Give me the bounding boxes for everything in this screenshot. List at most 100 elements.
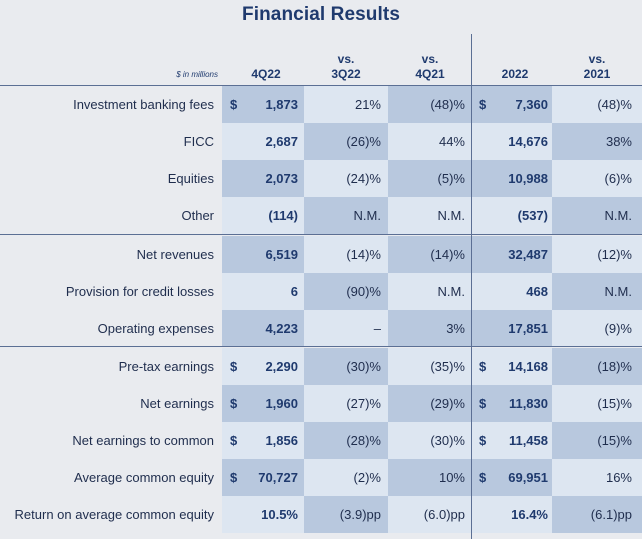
cell-background [222,86,304,123]
cell-background [552,459,642,496]
cell-background [304,310,388,347]
row-label: Net revenues [136,247,214,262]
value-4q22: 2,687 [265,134,298,149]
change-vs-3q22: (24)% [346,171,381,186]
cell-background [388,422,471,459]
row-label: Pre-tax earnings [118,359,214,374]
cell-background [222,273,304,310]
cell-background [388,348,471,385]
change-vs-4q21: 3% [446,321,465,336]
cell-background [304,385,388,422]
cell-background [388,310,471,347]
cell-background [388,496,471,533]
table-row: Net earnings to common $1,856 (28)% (30)% $1… [0,422,642,459]
cell-background [222,348,304,385]
cell-background [388,160,471,197]
value-4q22: 2,073 [265,171,298,186]
column-header-vs-4q21: vs. 4Q21 [390,52,470,82]
row-label: Average common equity [74,470,214,485]
value-2022: 14,676 [508,134,548,149]
change-vs-3q22: (30)% [346,359,381,374]
cell-background [304,197,388,234]
value-2022: 32,487 [508,247,548,262]
cell-background [222,123,304,160]
currency-symbol [479,496,493,533]
change-vs-2021: (9)% [604,321,632,336]
currency-symbol [230,123,244,160]
table-row: Average common equity $70,727 (2)% 10% $69,9… [0,459,642,496]
period-divider [471,34,472,539]
value-2022: 69,951 [508,470,548,485]
change-vs-2021: (48)% [597,97,632,112]
cell-background [222,310,304,347]
currency-symbol [479,273,493,310]
cell-background [552,496,642,533]
change-vs-3q22: – [373,321,381,336]
table-row: Return on average common equity 10.5% (3.9… [0,496,642,533]
currency-symbol: $ [479,396,487,411]
cell-background [304,86,388,123]
column-header-vs-3q22: vs. 3Q22 [306,52,386,82]
table-row: Pre-tax earnings $2,290 (30)% (35)% $14,168 (… [0,348,642,385]
value-4q22: 1,873 [265,97,298,112]
change-vs-2021: N.M. [604,208,632,223]
cell-background [304,348,388,385]
change-vs-4q21: (14)% [430,247,465,262]
currency-symbol: $ [479,359,487,374]
change-vs-2021: (12)% [597,247,632,262]
row-label: Operating expenses [97,321,214,336]
column-header-line1: vs. [421,52,439,66]
currency-symbol: $ [479,470,487,485]
table-row: Provision for credit losses 6 (90)% N.M. 468… [0,273,642,310]
table-row: Net revenues 6,519 (14)% (14)% 32,487 (12)% [0,236,642,273]
change-vs-4q21: N.M. [437,208,465,223]
currency-symbol: $ [230,433,238,448]
value-2022: 17,851 [508,321,548,336]
row-label: Return on average common equity [14,507,214,522]
currency-symbol [479,310,493,347]
cell-background [472,496,552,533]
change-vs-4q21: 10% [438,470,465,485]
cell-background [388,236,471,273]
column-header-line1: vs. [588,52,606,66]
cell-background [388,459,471,496]
change-vs-3q22: N.M. [353,208,381,223]
column-header-line2: 3Q22 [331,67,361,81]
cell-background [388,273,471,310]
table-row: Operating expenses 4,223 – 3% 17,851 (9)% [0,310,642,347]
cell-background [552,160,642,197]
cell-background [472,236,552,273]
cell-background [552,348,642,385]
cell-background [304,236,388,273]
currency-symbol [230,273,244,310]
column-header-2022: 2022 [478,52,552,82]
value-2022: 16.4% [511,507,548,522]
currency-symbol [230,496,244,533]
column-header-line2: 4Q21 [415,67,445,81]
change-vs-2021: N.M. [604,284,632,299]
currency-symbol [230,236,244,273]
page-title: Financial Results [242,4,400,25]
cell-background [472,86,552,123]
change-vs-2021: (6)% [604,171,632,186]
row-label: Other [181,208,214,223]
currency-symbol: $ [230,97,238,112]
cell-background [472,385,552,422]
table-row: Equities 2,073 (24)% (5)% 10,988 (6)% [0,160,642,197]
change-vs-2021: (6.1)pp [590,507,632,522]
column-header-vs-2021: vs. 2021 [558,52,636,82]
value-2022: 10,988 [508,171,548,186]
cell-background [222,197,304,234]
change-vs-4q21: (35)% [430,359,465,374]
change-vs-3q22: (3.9)pp [339,507,381,522]
cell-background [304,459,388,496]
currency-symbol: $ [230,470,238,485]
column-header-line2: 2022 [501,67,529,81]
change-vs-4q21: 44% [438,134,465,149]
cell-background [552,123,642,160]
cell-background [552,422,642,459]
value-4q22: 4,223 [265,321,298,336]
currency-symbol [230,160,244,197]
change-vs-4q21: (29)% [430,396,465,411]
units-label: $ in millions [176,70,218,79]
